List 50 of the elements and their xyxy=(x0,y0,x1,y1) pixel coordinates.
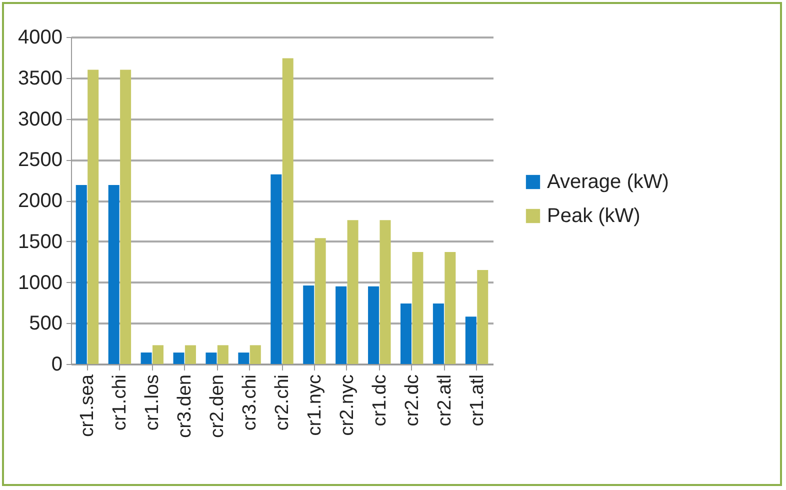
bar xyxy=(217,345,228,364)
x-tick-label: cr3.den xyxy=(174,374,196,438)
x-tick-label: cr2.nyc xyxy=(336,374,358,436)
legend-label: Peak (kW) xyxy=(547,205,640,227)
bar xyxy=(238,352,250,364)
x-tick-label: cr1.sea xyxy=(77,374,98,437)
x-tick-label: cr1.los xyxy=(142,374,164,430)
x-tick-label: cr1.chi xyxy=(110,374,131,430)
y-tick-label: 3000 xyxy=(18,108,62,130)
bar xyxy=(184,345,196,364)
bar xyxy=(314,238,326,364)
x-tick-label: cr2.den xyxy=(207,374,228,438)
y-tick-label: 0 xyxy=(51,354,62,376)
bar xyxy=(444,252,456,364)
bar xyxy=(250,345,261,364)
x-tick-label: cr1.dc xyxy=(369,374,390,426)
y-tick-label: 1000 xyxy=(18,272,62,294)
x-tick-label: cr2.dc xyxy=(402,374,423,426)
x-tick-label: cr1.atl xyxy=(466,374,488,426)
y-tick-label: 4000 xyxy=(18,26,62,48)
bar xyxy=(173,352,184,364)
y-tick-label: 1500 xyxy=(18,230,62,253)
bar xyxy=(432,304,444,364)
bar xyxy=(88,70,99,364)
bar xyxy=(140,352,152,364)
y-tick-label: 2000 xyxy=(18,190,62,212)
bar xyxy=(152,345,164,364)
x-tick-label: cr2.chi xyxy=(272,374,293,430)
x-tick-label: cr1.nyc xyxy=(304,374,326,436)
y-tick-label: 3500 xyxy=(18,67,62,90)
bar xyxy=(368,286,380,364)
legend-label: Average (kW) xyxy=(547,171,669,193)
bar xyxy=(412,252,424,364)
bar xyxy=(270,174,282,364)
bar xyxy=(465,316,476,364)
x-tick-label: cr2.atl xyxy=(434,374,456,426)
bar xyxy=(206,352,217,364)
bar xyxy=(303,286,314,364)
x-tick-label: cr3.chi xyxy=(240,374,261,430)
bar xyxy=(400,304,412,364)
bar xyxy=(282,58,294,364)
bar xyxy=(108,184,120,364)
y-tick-label: 2500 xyxy=(18,149,62,172)
bar xyxy=(347,220,358,364)
bar xyxy=(336,286,347,364)
bar xyxy=(380,220,391,364)
bar xyxy=(477,270,488,364)
bar xyxy=(120,70,132,364)
bar xyxy=(76,184,87,364)
y-tick-label: 500 xyxy=(29,312,62,335)
